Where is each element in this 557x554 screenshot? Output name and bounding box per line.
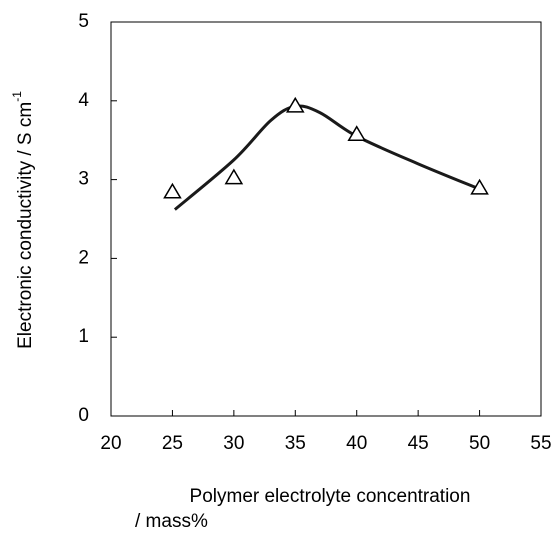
fit-curve — [173, 104, 481, 211]
x-axis-label: / mass% — [135, 511, 208, 532]
x-tick-label: 55 — [530, 433, 551, 454]
triangle-marker — [224, 168, 244, 185]
triangle-marker — [285, 96, 305, 113]
triangle-marker — [470, 178, 489, 195]
y-tick-label: 3 — [78, 169, 89, 190]
y-tick-label: 0 — [78, 405, 89, 426]
plot-frame — [110, 21, 542, 417]
x-tick-label: 35 — [285, 433, 306, 454]
y-tick-label: 2 — [78, 247, 89, 268]
y-axis-label-sup: -1 — [10, 91, 24, 102]
x-tick-label: 45 — [408, 433, 429, 454]
y-tick-label: 1 — [78, 326, 89, 347]
triangle-marker — [163, 182, 182, 199]
x-tick-label: 30 — [223, 433, 244, 454]
y-tick-label: 4 — [78, 90, 89, 111]
y-axis-label-group: Electronic conductivity / S cm-1 — [10, 91, 36, 349]
y-tick-label: 5 — [78, 11, 89, 32]
y-axis-label: Electronic conductivity / S cm-1 — [10, 91, 36, 349]
x-tick-label: 40 — [346, 433, 367, 454]
x-tick-label: 50 — [469, 433, 490, 454]
triangle-marker — [347, 125, 367, 142]
x-axis-label: Polymer electrolyte concentration — [190, 486, 471, 507]
x-tick-label: 25 — [162, 433, 183, 454]
x-tick-label: 20 — [100, 433, 121, 454]
y-axis-label-main: Electronic conductivity / S cm — [15, 102, 36, 349]
